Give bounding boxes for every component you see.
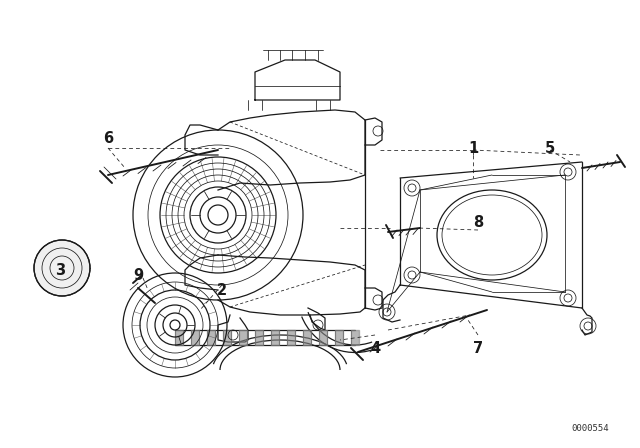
Polygon shape [207,330,215,345]
Text: 4: 4 [370,340,380,356]
Text: 3: 3 [55,263,65,277]
Polygon shape [175,330,183,345]
Polygon shape [319,330,327,345]
Text: 7: 7 [473,340,483,356]
Text: 9: 9 [133,267,143,283]
Polygon shape [287,330,295,345]
Polygon shape [223,330,231,345]
Text: 5: 5 [545,141,555,155]
Polygon shape [255,330,263,345]
Polygon shape [239,330,247,345]
Text: 0000554: 0000554 [571,423,609,432]
Polygon shape [303,330,311,345]
Text: 6: 6 [103,130,113,146]
Polygon shape [335,330,343,345]
Polygon shape [271,330,279,345]
Circle shape [34,240,90,296]
Text: 8: 8 [473,215,483,229]
Text: 2: 2 [217,283,227,297]
Text: 1: 1 [468,141,478,155]
Polygon shape [351,330,359,345]
Polygon shape [191,330,199,345]
